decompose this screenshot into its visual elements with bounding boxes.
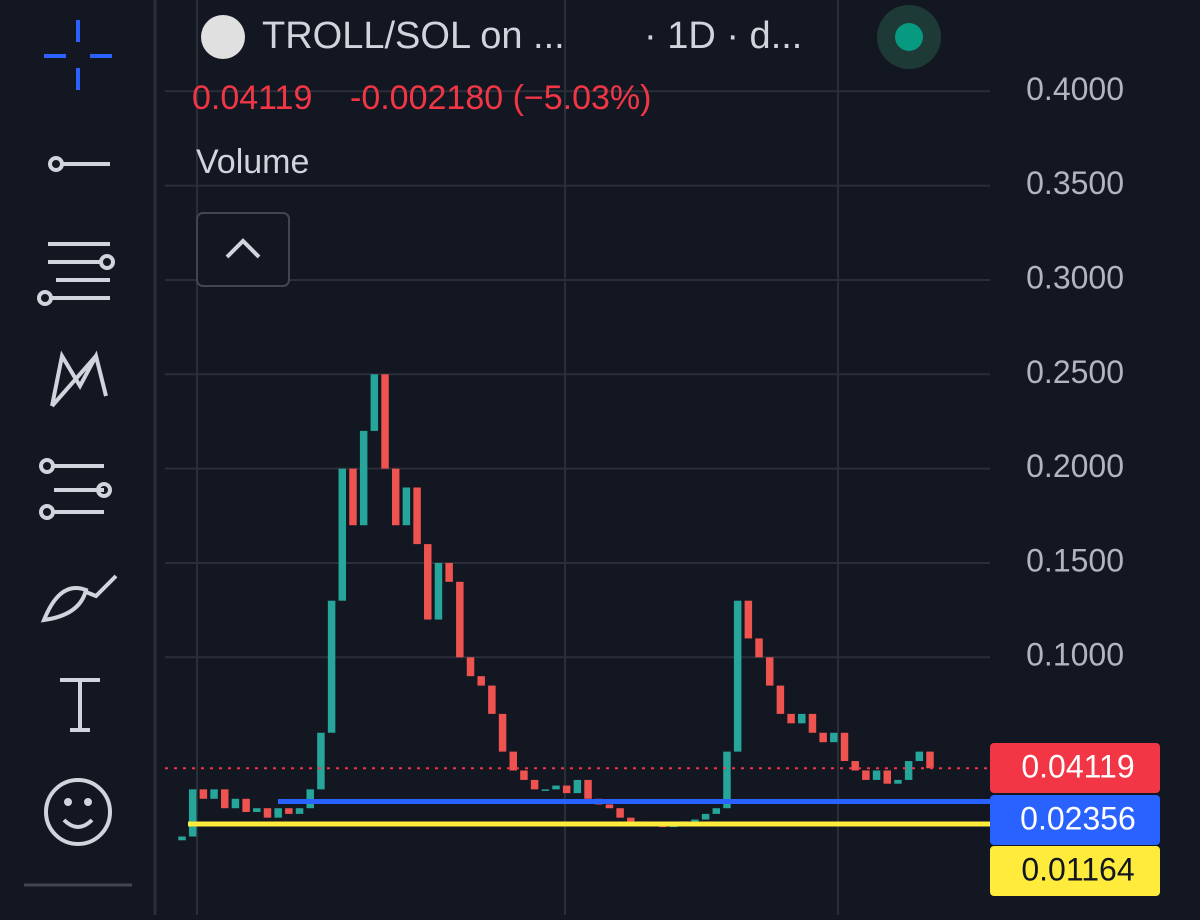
y-tick-label: 0.3500 [1026,165,1124,201]
candle [402,487,411,526]
symbol-title[interactable]: TROLL/SOL on ... [262,15,565,57]
candle [349,468,357,526]
fib-tool[interactable] [39,458,112,520]
pattern-tool[interactable] [50,350,108,408]
candle [370,374,379,431]
candle [424,544,432,620]
candle [199,789,208,799]
price-label-box [990,795,1160,845]
candle [573,779,582,794]
candle [798,713,806,724]
interval[interactable]: · 1D · d... [644,15,802,57]
candle [894,779,902,784]
candle [477,676,485,686]
candle [274,808,282,818]
candle [338,468,347,601]
candle [744,600,753,639]
candle [221,789,229,809]
candle [466,657,475,677]
line-tool[interactable] [48,156,110,172]
candle [605,804,614,809]
y-tick-label: 0.4000 [1026,71,1124,107]
price-label: 0.01164 [1021,851,1134,887]
candle [359,430,368,526]
candle [701,813,710,820]
crosshair-tool[interactable] [44,20,112,90]
candle [445,562,453,582]
price-change: -0.002180 (−5.03%) [350,79,651,117]
candle [317,732,325,790]
candle [883,770,891,784]
candle [691,819,699,822]
symbol-icon [201,15,245,59]
candle [210,789,218,799]
candle [616,808,624,818]
candle [862,770,870,780]
candle [926,751,934,769]
candle [188,789,197,837]
candle [253,808,261,812]
candle [306,789,314,809]
candle [498,713,507,752]
parallel-tool[interactable] [37,242,115,306]
candle [530,779,539,790]
candle [712,808,721,814]
header: TROLL/SOL on ... · 1D · d... 0.04119 -0.… [192,5,941,287]
candle [851,761,859,771]
candle [285,808,293,814]
candle [178,836,186,841]
emoji-tool[interactable] [44,778,112,846]
indicator-label: Volume [196,143,309,181]
candle [830,732,838,743]
candle [787,713,795,724]
candle [456,581,464,658]
candle [808,713,817,733]
collapse-button[interactable] [196,212,290,287]
text-tool[interactable] [60,678,100,732]
price-label-box [990,743,1160,793]
candle [391,468,400,526]
candle [381,374,389,469]
candle [562,785,571,794]
price-label-box [990,846,1160,896]
candle [584,779,592,799]
y-tick-label: 0.1500 [1026,542,1124,578]
candle [231,798,240,809]
candle [509,751,517,771]
price-label: 0.04119 [1021,748,1134,784]
candle [263,808,272,818]
toolbar [24,0,157,915]
candle [552,785,560,790]
candle [488,685,496,714]
y-tick-label: 0.2000 [1026,448,1124,484]
status-dot [895,23,923,51]
price-label: 0.02356 [1020,800,1136,836]
candle [520,770,528,780]
candle [327,600,336,733]
y-tick-label: 0.2500 [1026,354,1124,390]
y-tick-label: 0.1000 [1026,637,1124,673]
last-price: 0.04119 [192,79,312,117]
candle [872,770,881,780]
brush-tool[interactable] [40,574,118,623]
candle [434,562,443,620]
candle [413,487,421,545]
candle [541,789,550,791]
plot: 0.1000 0.1500 0.2000 0.2500 0.3000 0.3500 0.40… [165,0,1160,915]
candle [755,638,763,658]
candle [627,817,635,822]
candle [242,798,250,812]
candle [904,761,913,780]
candle [295,808,304,814]
candle [733,600,742,752]
candle [915,751,924,762]
y-tick-label: 0.3000 [1026,259,1124,295]
candle [765,657,774,686]
candle [840,732,849,762]
candle [819,732,827,743]
candle [776,685,785,714]
candle [723,751,731,809]
collapse-icon [225,238,261,259]
